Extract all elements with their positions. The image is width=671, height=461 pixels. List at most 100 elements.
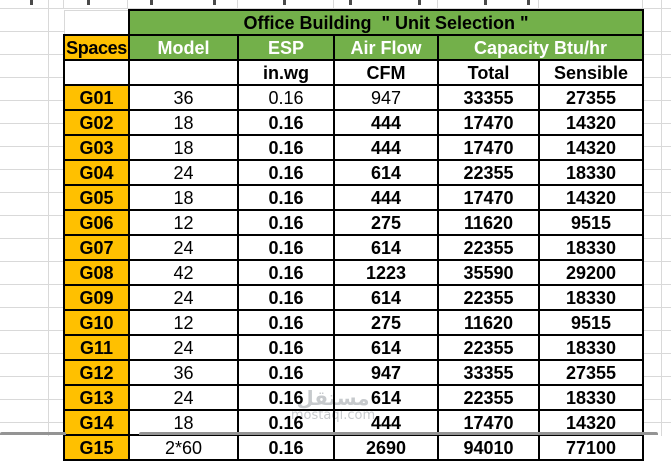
model-cell[interactable]: 18 [128,109,239,136]
column-header-air-flow[interactable]: Air Flow [333,34,439,61]
total-cell[interactable]: 22355 [437,284,540,311]
space-cell[interactable]: G09 [63,284,130,311]
air-flow-cell[interactable]: 947 [333,84,439,111]
space-cell[interactable]: G02 [63,109,130,136]
total-cell[interactable]: 17470 [437,109,540,136]
sensible-cell[interactable]: 9515 [538,309,644,336]
air-flow-cell[interactable]: 614 [333,284,439,311]
total-cell[interactable]: 33355 [437,84,540,111]
column-header-esp[interactable]: ESP [237,34,335,61]
air-flow-cell[interactable]: 614 [333,334,439,361]
model-cell[interactable]: 12 [128,209,239,236]
air-flow-cell[interactable]: 1223 [333,259,439,286]
esp-cell[interactable]: 0.16 [237,134,335,161]
model-cell[interactable]: 24 [128,159,239,186]
space-cell[interactable]: G12 [63,359,130,386]
space-cell[interactable]: G06 [63,209,130,236]
total-cell[interactable]: 22355 [437,159,540,186]
air-flow-cell[interactable]: 614 [333,159,439,186]
sensible-cell[interactable]: 14320 [538,134,644,161]
space-cell[interactable]: G11 [63,334,130,361]
total-cell[interactable]: 11620 [437,209,540,236]
total-cell[interactable]: 17470 [437,409,540,436]
esp-cell[interactable]: 0.16 [237,84,335,111]
esp-cell[interactable]: 0.16 [237,384,335,411]
total-cell[interactable]: 22355 [437,334,540,361]
total-cell[interactable]: 17470 [437,184,540,211]
column-header-spaces[interactable]: Spaces [63,34,130,61]
subheader-air-flow-unit[interactable]: CFM [333,59,439,86]
esp-cell[interactable]: 0.16 [237,259,335,286]
air-flow-cell[interactable]: 614 [333,234,439,261]
subheader-total[interactable]: Total [437,59,540,86]
empty-cell[interactable] [128,59,239,86]
air-flow-cell[interactable]: 614 [333,384,439,411]
sensible-cell[interactable]: 18330 [538,284,644,311]
total-cell[interactable]: 35590 [437,259,540,286]
subheader-sensible[interactable]: Sensible [538,59,644,86]
esp-cell[interactable]: 0.16 [237,109,335,136]
sensible-cell[interactable]: 18330 [538,234,644,261]
air-flow-cell[interactable]: 444 [333,184,439,211]
air-flow-cell[interactable]: 275 [333,209,439,236]
model-cell[interactable]: 42 [128,259,239,286]
model-cell[interactable]: 2*60 [128,434,239,461]
space-cell[interactable]: G14 [63,409,130,436]
esp-cell[interactable]: 0.16 [237,159,335,186]
esp-cell[interactable]: 0.16 [237,334,335,361]
space-cell[interactable]: G05 [63,184,130,211]
esp-cell[interactable]: 0.16 [237,284,335,311]
model-cell[interactable]: 18 [128,134,239,161]
model-cell[interactable]: 18 [128,409,239,436]
sensible-cell[interactable]: 9515 [538,209,644,236]
total-cell[interactable]: 22355 [437,384,540,411]
air-flow-cell[interactable]: 275 [333,309,439,336]
sensible-cell[interactable]: 27355 [538,84,644,111]
space-cell[interactable]: G01 [63,84,130,111]
sensible-cell[interactable]: 14320 [538,184,644,211]
total-cell[interactable]: 94010 [437,434,540,461]
sensible-cell[interactable]: 18330 [538,384,644,411]
column-header-capacity[interactable]: Capacity Btu/hr [437,34,644,61]
air-flow-cell[interactable]: 444 [333,409,439,436]
space-cell[interactable]: G07 [63,234,130,261]
model-cell[interactable]: 24 [128,384,239,411]
esp-cell[interactable]: 0.16 [237,309,335,336]
sensible-cell[interactable]: 29200 [538,259,644,286]
esp-cell[interactable]: 0.16 [237,184,335,211]
model-cell[interactable]: 12 [128,309,239,336]
esp-cell[interactable]: 0.16 [237,234,335,261]
sensible-cell[interactable]: 18330 [538,159,644,186]
model-cell[interactable]: 24 [128,334,239,361]
sensible-cell[interactable]: 18330 [538,334,644,361]
empty-cell[interactable] [63,9,130,36]
total-cell[interactable]: 17470 [437,134,540,161]
space-cell[interactable]: G15 [63,434,130,461]
empty-cell[interactable] [63,59,130,86]
air-flow-cell[interactable]: 444 [333,134,439,161]
esp-cell[interactable]: 0.16 [237,359,335,386]
model-cell[interactable]: 36 [128,359,239,386]
air-flow-cell[interactable]: 444 [333,109,439,136]
column-header-model[interactable]: Model [128,34,239,61]
total-cell[interactable]: 11620 [437,309,540,336]
air-flow-cell[interactable]: 2690 [333,434,439,461]
total-cell[interactable]: 22355 [437,234,540,261]
model-cell[interactable]: 18 [128,184,239,211]
space-cell[interactable]: G04 [63,159,130,186]
air-flow-cell[interactable]: 947 [333,359,439,386]
esp-cell[interactable]: 0.16 [237,434,335,461]
table-title[interactable]: Office Building " Unit Selection " [128,9,644,36]
total-cell[interactable]: 33355 [437,359,540,386]
esp-cell[interactable]: 0.16 [237,409,335,436]
space-cell[interactable]: G13 [63,384,130,411]
sensible-cell[interactable]: 14320 [538,409,644,436]
sensible-cell[interactable]: 14320 [538,109,644,136]
esp-cell[interactable]: 0.16 [237,209,335,236]
model-cell[interactable]: 24 [128,234,239,261]
space-cell[interactable]: G10 [63,309,130,336]
model-cell[interactable]: 24 [128,284,239,311]
space-cell[interactable]: G03 [63,134,130,161]
sensible-cell[interactable]: 27355 [538,359,644,386]
space-cell[interactable]: G08 [63,259,130,286]
